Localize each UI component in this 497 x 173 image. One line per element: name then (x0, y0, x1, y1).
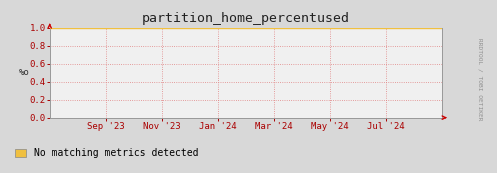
Y-axis label: %o: %o (18, 68, 29, 77)
Legend: No matching metrics detected: No matching metrics detected (15, 148, 199, 158)
Text: RRDTOOL / TOBI OETIKER: RRDTOOL / TOBI OETIKER (477, 38, 482, 121)
Title: partition_home_percentused: partition_home_percentused (142, 12, 350, 25)
